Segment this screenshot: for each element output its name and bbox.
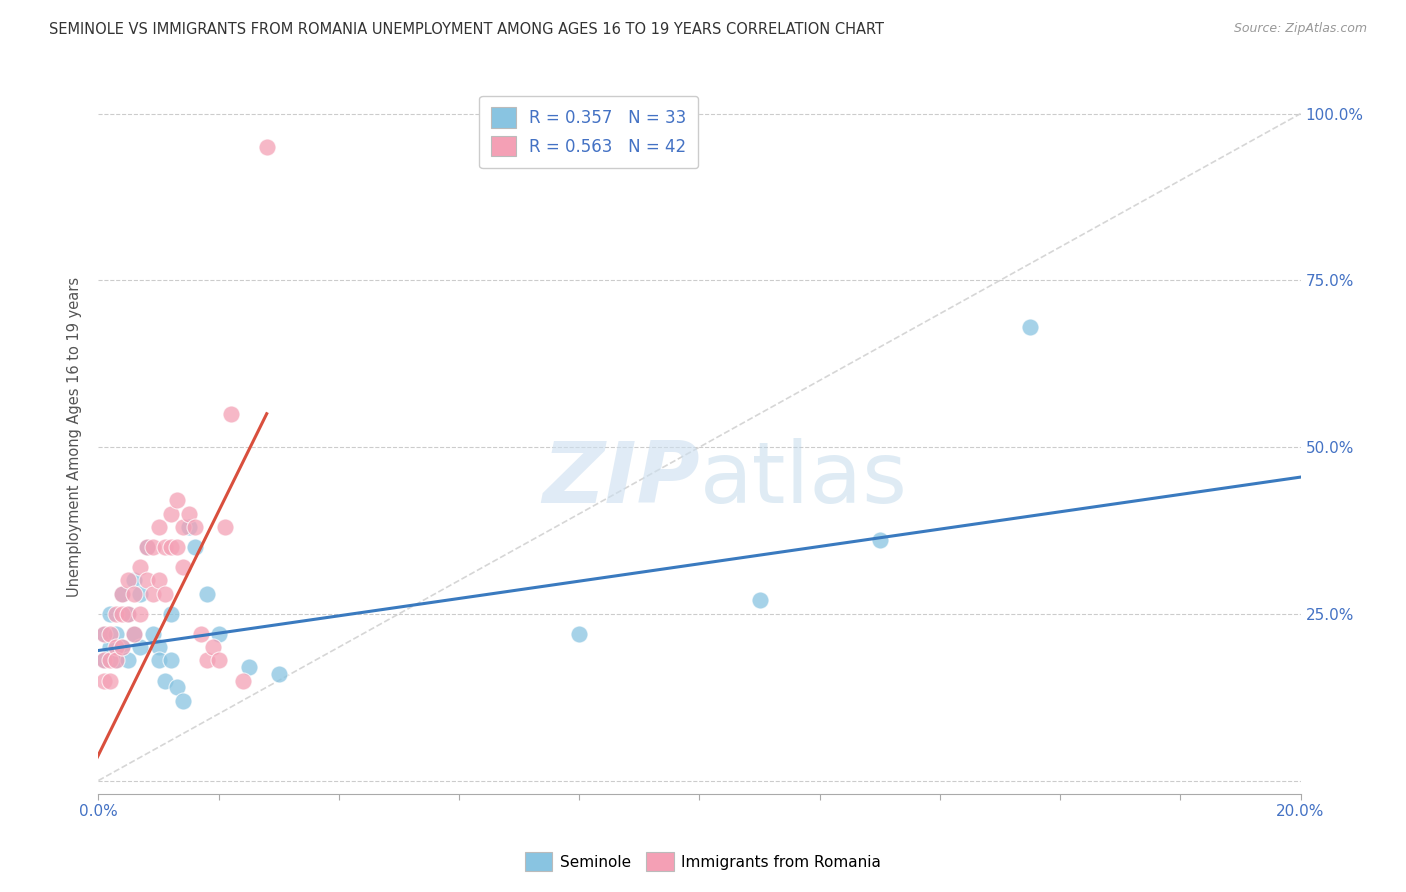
Point — [238, 660, 260, 674]
Point — [124, 627, 146, 641]
Point — [172, 693, 194, 707]
Text: atlas: atlas — [700, 438, 907, 522]
Point — [129, 640, 152, 655]
Point — [100, 673, 122, 688]
Point — [100, 627, 122, 641]
Point — [135, 540, 157, 554]
Point — [1019, 320, 1042, 334]
Point — [111, 587, 134, 601]
Point — [105, 607, 128, 621]
Point — [256, 140, 278, 154]
Point — [201, 640, 224, 655]
Point — [100, 640, 122, 655]
Point — [166, 493, 188, 508]
Point — [232, 673, 254, 688]
Text: ZIP: ZIP — [541, 438, 700, 522]
Point — [105, 627, 128, 641]
Point — [129, 587, 152, 601]
Point — [124, 574, 146, 588]
Point — [129, 560, 152, 574]
Point — [105, 653, 128, 667]
Point — [153, 540, 176, 554]
Point — [177, 520, 200, 534]
Point — [135, 540, 157, 554]
Text: SEMINOLE VS IMMIGRANTS FROM ROMANIA UNEMPLOYMENT AMONG AGES 16 TO 19 YEARS CORRE: SEMINOLE VS IMMIGRANTS FROM ROMANIA UNEM… — [49, 22, 884, 37]
Point — [141, 540, 163, 554]
Point — [111, 587, 134, 601]
Point — [93, 653, 115, 667]
Point — [100, 653, 122, 667]
Point — [148, 574, 170, 588]
Point — [172, 520, 194, 534]
Point — [129, 607, 152, 621]
Point — [105, 653, 128, 667]
Point — [214, 520, 236, 534]
Point — [117, 653, 139, 667]
Point — [117, 574, 139, 588]
Point — [172, 560, 194, 574]
Point — [195, 587, 218, 601]
Point — [124, 587, 146, 601]
Point — [124, 627, 146, 641]
Point — [117, 607, 139, 621]
Point — [159, 653, 181, 667]
Point — [153, 587, 176, 601]
Text: Source: ZipAtlas.com: Source: ZipAtlas.com — [1233, 22, 1367, 36]
Point — [159, 507, 181, 521]
Point — [568, 627, 591, 641]
Point — [93, 653, 115, 667]
Point — [177, 507, 200, 521]
Point — [183, 520, 205, 534]
Point — [208, 627, 231, 641]
Point — [195, 653, 218, 667]
Point — [141, 627, 163, 641]
Point — [111, 607, 134, 621]
Point — [148, 520, 170, 534]
Point — [208, 653, 231, 667]
Legend: Seminole, Immigrants from Romania: Seminole, Immigrants from Romania — [519, 847, 887, 877]
Point — [153, 673, 176, 688]
Point — [111, 640, 134, 655]
Point — [166, 680, 188, 694]
Point — [135, 574, 157, 588]
Point — [190, 627, 212, 641]
Y-axis label: Unemployment Among Ages 16 to 19 years: Unemployment Among Ages 16 to 19 years — [67, 277, 83, 597]
Point — [100, 607, 122, 621]
Point — [117, 607, 139, 621]
Point — [148, 653, 170, 667]
Point — [148, 640, 170, 655]
Point — [267, 666, 290, 681]
Point — [183, 540, 205, 554]
Point — [159, 607, 181, 621]
Point — [869, 533, 891, 548]
Point — [748, 593, 770, 607]
Legend: R = 0.357   N = 33, R = 0.563   N = 42: R = 0.357 N = 33, R = 0.563 N = 42 — [479, 95, 699, 168]
Point — [93, 673, 115, 688]
Point — [105, 640, 128, 655]
Point — [166, 540, 188, 554]
Point — [219, 407, 242, 421]
Point — [93, 627, 115, 641]
Point — [159, 540, 181, 554]
Point — [141, 587, 163, 601]
Point — [111, 640, 134, 655]
Point — [93, 627, 115, 641]
